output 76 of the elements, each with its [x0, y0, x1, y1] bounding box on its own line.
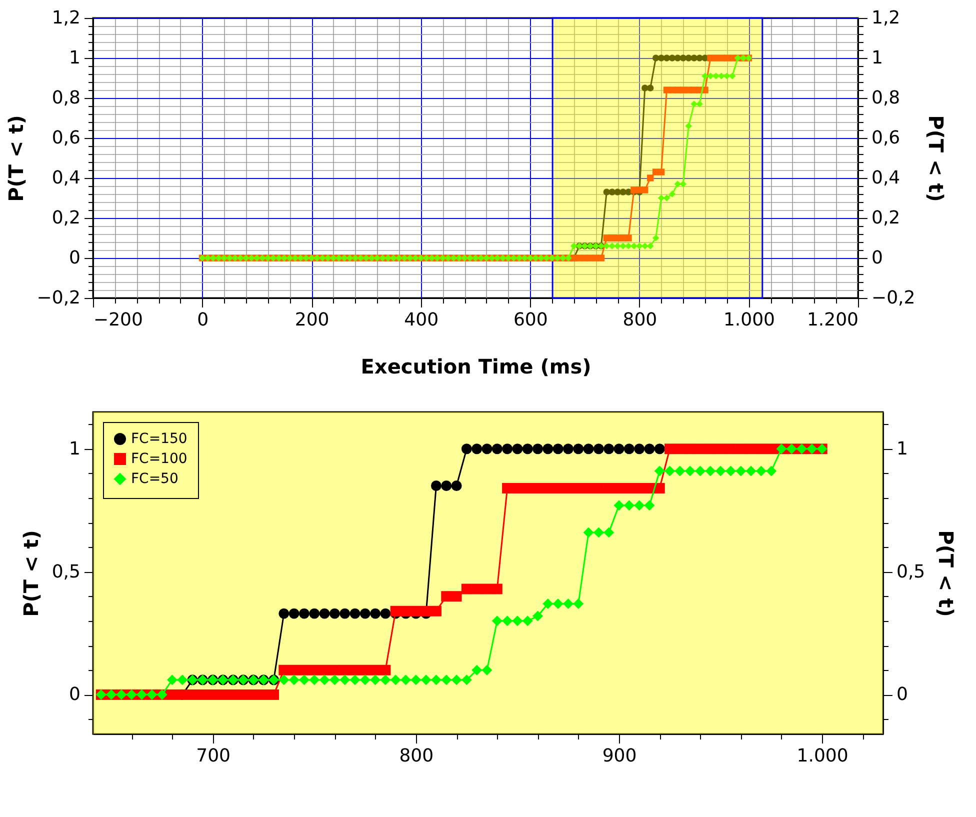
point: [329, 608, 340, 619]
x-tick-label: 800: [399, 746, 434, 766]
y2-tick-label: 0,8: [872, 88, 900, 108]
point: [593, 444, 604, 454]
y2-tick-label: 0,2: [872, 208, 900, 228]
x-tick-label: 0: [197, 310, 209, 330]
y-tick-label: 0,2: [52, 208, 80, 228]
y2-tick-label: 0,6: [872, 128, 900, 148]
point: [502, 444, 513, 454]
point: [562, 444, 574, 454]
x-tick-label: 1.000: [796, 746, 848, 766]
point: [288, 608, 300, 619]
y2-tick-label: 1: [872, 48, 883, 68]
y-tick-label: 0,4: [52, 168, 80, 188]
y-tick-label: −0,2: [36, 288, 80, 308]
point: [614, 444, 624, 454]
y2-tick-label: −0,2: [872, 288, 916, 308]
point: [461, 444, 472, 454]
y-axis-title: P(T < t): [4, 115, 28, 202]
point: [430, 480, 442, 491]
point: [340, 608, 350, 619]
y2-tick-label: 0,5: [896, 561, 926, 582]
y-tick-label: 0: [69, 684, 80, 706]
point: [542, 444, 554, 454]
y2-axis-title: P(T < t): [924, 115, 948, 202]
y-tick-label: 0: [69, 248, 80, 268]
point: [451, 480, 462, 491]
x-axis-title: Execution Time (ms): [360, 354, 592, 378]
point: [573, 444, 584, 454]
y2-tick-label: 1: [896, 438, 908, 460]
point: [583, 444, 594, 454]
y2-tick-label: 0: [896, 684, 908, 706]
y-tick-label: 1: [69, 438, 80, 460]
y-axis-title: P(T < t): [18, 530, 43, 617]
point: [278, 608, 290, 619]
point: [532, 444, 543, 454]
y-tick-label: 0,5: [52, 561, 80, 582]
legend-label: FC=100: [131, 451, 188, 467]
point: [309, 608, 320, 619]
x-tick-label: 700: [196, 746, 230, 766]
y-tick-label: 1,2: [52, 8, 80, 28]
y2-tick-label: 0: [872, 248, 883, 268]
point: [492, 444, 502, 454]
point: [624, 444, 634, 454]
point: [298, 608, 310, 619]
point: [350, 608, 360, 619]
point: [654, 444, 665, 454]
point: [552, 444, 564, 454]
y-tick-label: 1: [69, 48, 80, 68]
y2-axis-title: P(T < t): [934, 530, 958, 617]
point: [512, 444, 523, 454]
x-tick-label: 1.000: [723, 310, 775, 330]
y2-tick-label: 0,4: [872, 168, 900, 188]
point: [604, 444, 614, 454]
x-tick-label: 800: [622, 310, 658, 330]
point: [644, 444, 655, 454]
legend-label: FC=50: [131, 471, 178, 487]
x-tick-label: 600: [513, 310, 548, 330]
y-tick-label: 0,8: [52, 88, 80, 108]
legend-label: FC=150: [131, 431, 188, 447]
point: [634, 444, 645, 454]
point: [472, 444, 482, 454]
point: [441, 480, 452, 491]
x-tick-label: −200: [94, 310, 143, 330]
x-tick-label: 200: [294, 310, 330, 330]
x-tick-label: 900: [602, 746, 637, 766]
y2-tick-label: 1,2: [872, 8, 900, 28]
x-tick-label: 1.200: [806, 310, 858, 330]
point: [360, 608, 370, 619]
point: [370, 608, 381, 619]
x-tick-label: 400: [404, 310, 439, 330]
point: [380, 608, 391, 619]
point: [482, 444, 492, 454]
y-tick-label: 0,6: [52, 128, 80, 148]
point: [522, 444, 533, 454]
point: [319, 608, 330, 619]
